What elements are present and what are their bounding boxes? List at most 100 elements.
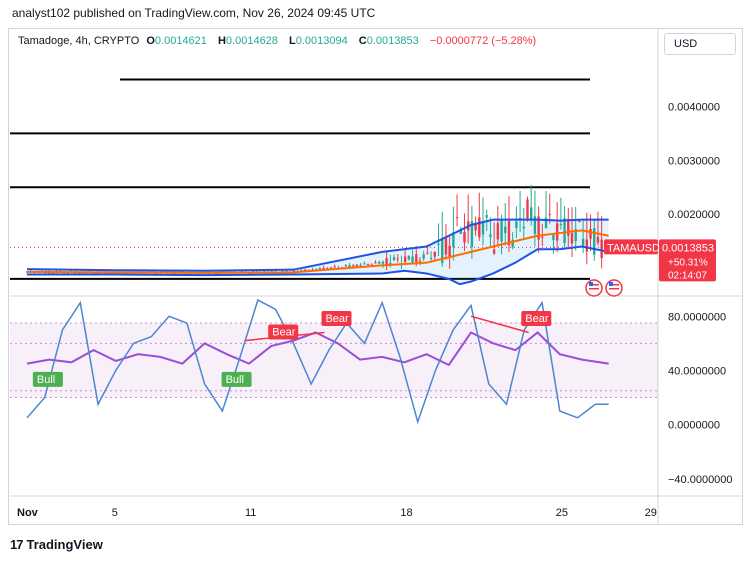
candle-body [507, 221, 511, 246]
candle-body [277, 273, 281, 275]
oscillator-tick-label: 0.0000000 [668, 420, 720, 432]
footer-brand: 17 TradingView [10, 537, 103, 552]
price-tag-percent: +50.31% [668, 257, 708, 268]
candle-body [370, 264, 373, 266]
candle-body [366, 264, 370, 266]
candle-body [333, 266, 336, 268]
signal-label [521, 310, 552, 326]
signal-label [268, 324, 299, 340]
ticker-tag-label: TAMAUSD [607, 242, 660, 254]
candle-body [548, 214, 551, 216]
us-flag-canton [609, 282, 613, 286]
oscillator-tick-label: 40.0000000 [668, 365, 726, 377]
bearish-divergence-line [470, 315, 529, 334]
stochastic-line [26, 298, 609, 425]
candle-body [485, 215, 488, 218]
candle-body [448, 245, 451, 257]
candle-body [437, 243, 440, 245]
candle-body [452, 232, 455, 248]
time-tick-label: 29 [645, 507, 657, 519]
bollinger-lower-line [27, 245, 609, 286]
candle-body [574, 228, 577, 242]
candle-body [533, 216, 537, 234]
price-tag-value: 0.0013853 [662, 242, 714, 254]
price-tick-label: 0.0030000 [668, 155, 720, 167]
low-value: L0.0013094 [289, 35, 352, 47]
candle-body [407, 255, 411, 260]
us-flag-canton [589, 282, 593, 286]
time-tick-label: 11 [245, 507, 256, 519]
candle-body [596, 236, 600, 243]
candle-body [318, 268, 322, 271]
candle-body [481, 221, 485, 235]
footer-brand-label: TradingView [26, 537, 103, 552]
candle-body [585, 239, 589, 252]
candle-body [433, 251, 437, 257]
candle-body [374, 262, 377, 264]
candle-body [348, 265, 351, 268]
candle-body [541, 236, 544, 238]
open-value: O0.0014621 [146, 35, 211, 47]
candle-body [459, 229, 462, 234]
price-tick-label: 0.0020000 [668, 209, 720, 221]
candle-body [248, 273, 251, 275]
candle-body [537, 216, 540, 240]
signal-label-text: Bear [325, 313, 349, 325]
time-tick-label: 25 [556, 507, 568, 519]
candle-body [303, 269, 307, 271]
open-number: 0.0014621 [154, 35, 207, 47]
candle-body [522, 226, 525, 229]
candle-body [426, 253, 429, 255]
candle-body [444, 237, 448, 255]
candle-body [478, 217, 481, 238]
signal-label [32, 371, 63, 387]
candle-body [518, 217, 522, 219]
candle-body [51, 272, 55, 274]
high-label: H [217, 35, 226, 47]
ticker-tag [604, 239, 658, 255]
signal-label [221, 371, 252, 387]
candle-body [411, 256, 414, 263]
currency-button[interactable]: USD [664, 33, 736, 55]
candle-body [352, 265, 355, 267]
candle-body [504, 226, 507, 234]
bollinger-band-fill [27, 219, 609, 285]
candle-body [363, 263, 366, 265]
symbol-info: Tamadoge, 4h, CRYPTO O0.0014621 H0.00146… [18, 35, 540, 47]
candle-body [555, 223, 559, 241]
time-tick-label: 18 [400, 507, 412, 519]
candle-body [392, 257, 396, 260]
candle-body [378, 261, 381, 264]
high-value: H0.0014628 [218, 35, 282, 47]
candle-body [418, 260, 422, 262]
change-value: −0.0000772 (−5.28%) [429, 35, 537, 47]
candle-body [593, 228, 596, 255]
candle-body [570, 233, 574, 244]
time-tick-label: 5 [112, 507, 118, 519]
oscillator-tick-label: 80.0000000 [668, 311, 726, 323]
publisher-line: analyst102 published on TradingView.com,… [12, 6, 376, 20]
candle-body [463, 232, 466, 243]
candle-body [355, 264, 359, 267]
candle-body [429, 257, 433, 260]
low-number: 0.0013094 [295, 35, 348, 47]
candle-body [589, 228, 592, 239]
candle-body [500, 220, 503, 242]
close-number: 0.0013853 [366, 35, 419, 47]
price-tick-label: 0.0040000 [668, 101, 720, 113]
candle-body [492, 249, 496, 254]
us-flag-stripe [609, 284, 619, 286]
candle-body [567, 218, 570, 236]
moving-average-line [26, 229, 609, 274]
signal-label-text: Bear [525, 313, 549, 325]
candle-body [544, 217, 548, 229]
candle-body [359, 264, 362, 266]
oscillator-tick-label: −40.0000000 [668, 474, 733, 486]
candle-body [396, 258, 399, 260]
candle-body [600, 239, 603, 258]
candle-body [470, 221, 474, 248]
us-flag-stripe [589, 288, 599, 290]
candle-body [403, 256, 407, 262]
candle-body [526, 199, 529, 219]
